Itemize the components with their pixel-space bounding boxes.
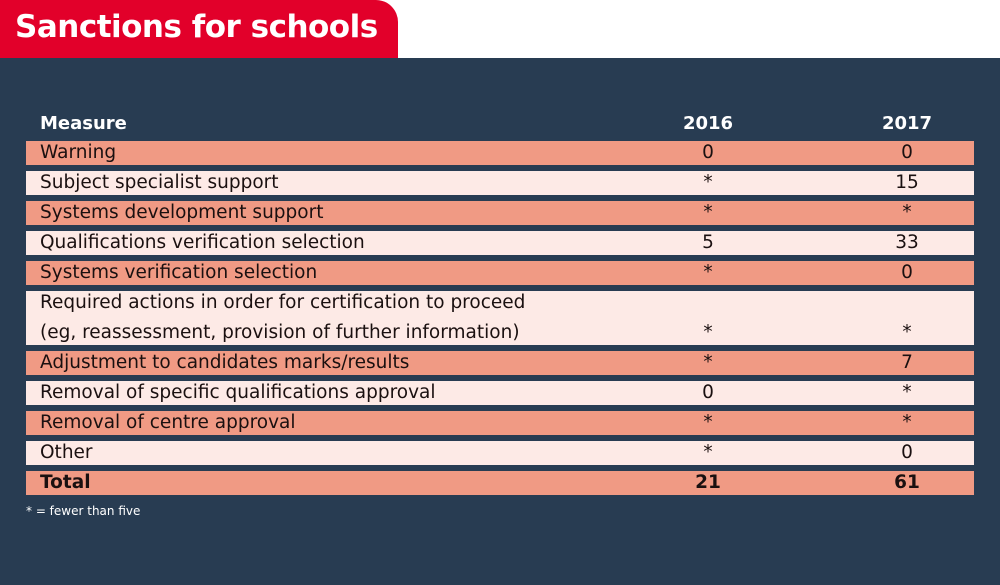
value-2017: 15 — [895, 172, 919, 193]
value-2016: 0 — [702, 142, 714, 163]
measure-cell: Removal of specific qualifications appro… — [40, 382, 436, 403]
value-2016: 21 — [695, 472, 721, 493]
value-2017: 0 — [901, 262, 913, 283]
header-measure: Measure — [40, 113, 127, 134]
table-header: Measure 2016 2017 — [26, 112, 974, 136]
measure-cell: Systems development support — [40, 202, 324, 223]
value-2017: * — [902, 202, 912, 223]
measure-cell-continued: (eg, reassessment, provision of further … — [40, 322, 520, 343]
table-row: Subject specialist support * 15 — [26, 171, 974, 195]
page-title: Sanctions for schools — [0, 0, 398, 58]
value-2017: 7 — [901, 352, 913, 373]
table-row: Other * 0 — [26, 441, 974, 465]
measure-cell: Qualifications verification selection — [40, 232, 365, 253]
footnote: * = fewer than five — [26, 504, 141, 518]
value-2016: * — [703, 172, 713, 193]
table-row: Warning 0 0 — [26, 141, 974, 165]
value-2017: 33 — [895, 232, 919, 253]
value-2016: * — [703, 442, 713, 463]
measure-cell: Warning — [40, 142, 117, 163]
value-2017: 0 — [901, 442, 913, 463]
value-2017: * — [902, 412, 912, 433]
header-2016: 2016 — [682, 113, 734, 134]
table-row: Removal of specific qualifications appro… — [26, 381, 974, 405]
measure-cell: Required actions in order for certificat… — [40, 292, 526, 313]
table-row: Removal of centre approval * * — [26, 411, 974, 435]
value-2016: * — [703, 262, 713, 283]
measure-cell: Systems verification selection — [40, 262, 318, 283]
measure-cell: Total — [40, 472, 91, 493]
table-row: Adjustment to candidates marks/results * 7 — [26, 351, 974, 375]
value-2016: 5 — [702, 232, 714, 253]
value-2017: * — [902, 382, 912, 403]
value-2016: * — [703, 412, 713, 433]
measure-cell: Removal of centre approval — [40, 412, 296, 433]
header-2017: 2017 — [881, 113, 933, 134]
value-2017: 61 — [894, 472, 920, 493]
value-2017: 0 — [901, 142, 913, 163]
measure-cell: Adjustment to candidates marks/results — [40, 352, 410, 373]
measure-cell: Other — [40, 442, 93, 463]
total-row: Total 21 61 — [26, 471, 974, 495]
value-2016: 0 — [702, 382, 714, 403]
value-2016: * — [703, 352, 713, 373]
table-row: Systems development support * * — [26, 201, 974, 225]
value-2016: * — [703, 202, 713, 223]
table-row: Required actions in order for certificat… — [26, 291, 974, 345]
table-row: Systems verification selection * 0 — [26, 261, 974, 285]
table-row: Qualifications verification selection 5 33 — [26, 231, 974, 255]
measure-cell: Subject specialist support — [40, 172, 279, 193]
value-2016: * — [703, 322, 713, 343]
value-2017: * — [902, 322, 912, 343]
